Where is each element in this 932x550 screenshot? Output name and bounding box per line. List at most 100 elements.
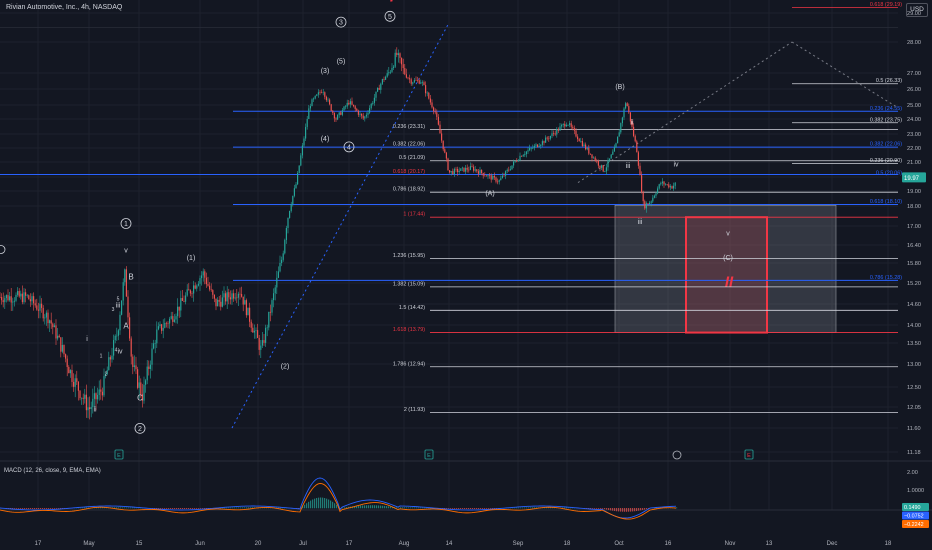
macd-histogram-bar — [464, 508, 466, 509]
wave-label: A — [123, 322, 129, 331]
macd-histogram-bar — [354, 506, 356, 509]
candle — [234, 297, 236, 299]
candle — [465, 167, 467, 172]
wave-label: v — [726, 231, 730, 238]
candle — [477, 171, 479, 174]
candle — [23, 292, 25, 303]
candle — [666, 184, 668, 186]
macd-histogram-bar — [26, 508, 28, 509]
candle — [506, 169, 508, 172]
candle — [525, 151, 527, 155]
candle — [196, 285, 198, 289]
candle — [343, 106, 345, 111]
candle — [33, 296, 35, 304]
candle — [394, 52, 396, 67]
macd-histogram-bar — [112, 507, 114, 509]
candle — [1, 297, 3, 301]
wave-label: (B) — [615, 84, 624, 91]
macd-histogram-bar — [62, 508, 64, 509]
macd-histogram-bar — [58, 508, 60, 509]
candle — [391, 67, 393, 72]
macd-histogram-bar — [160, 508, 162, 509]
macd-histogram-bar — [636, 508, 638, 511]
x-tick-label: Jul — [299, 541, 307, 547]
macd-histogram-bar — [524, 507, 526, 509]
currency-button[interactable]: USD — [906, 3, 928, 17]
macd-histogram-bar — [368, 505, 370, 509]
candle — [298, 165, 300, 174]
macd-histogram-bar — [162, 508, 164, 509]
candle — [282, 253, 284, 260]
candle — [442, 140, 444, 150]
candle — [481, 169, 483, 174]
candle — [210, 289, 212, 291]
grid — [0, 0, 932, 511]
candle — [437, 116, 439, 125]
macd-histogram-bar — [376, 505, 378, 509]
candle — [580, 140, 582, 142]
macd-label: MACD (12, 26, close, 9, EMA, EMA) — [4, 468, 101, 474]
candle — [522, 155, 524, 157]
candle — [599, 165, 601, 168]
macd-histogram-bar — [522, 507, 524, 509]
y-tick-label: 22.00 — [907, 146, 921, 152]
y-tick-label: 15.20 — [907, 281, 921, 287]
candle — [511, 165, 513, 170]
macd-histogram-bar — [550, 507, 552, 509]
candle — [364, 116, 366, 119]
target-zone — [614, 204, 837, 333]
macd-histogram-bar — [448, 508, 450, 509]
candle — [133, 365, 135, 367]
macd-histogram-bar — [360, 505, 362, 509]
candles — [0, 47, 676, 420]
candle — [97, 394, 99, 400]
symbol-title[interactable]: Rivian Automotive, Inc., 4h, NASDAQ — [6, 4, 123, 11]
candle — [452, 171, 454, 175]
macd-histogram-bar — [482, 508, 484, 509]
candle — [519, 155, 521, 161]
macd-histogram-bar — [486, 508, 488, 509]
y-tick-label: 29.00 — [907, 11, 921, 17]
candle — [513, 161, 515, 166]
candle — [140, 382, 142, 395]
wave-circle-partial — [0, 245, 6, 254]
candle — [268, 311, 270, 328]
candle — [420, 82, 422, 84]
candle — [609, 158, 611, 161]
candle — [586, 147, 588, 150]
macd-histogram-bar — [282, 507, 284, 509]
candle — [125, 269, 127, 297]
candle — [149, 364, 151, 369]
candle — [84, 394, 86, 399]
candle — [226, 292, 228, 302]
candle — [517, 160, 519, 162]
candle — [127, 296, 129, 318]
candle — [85, 394, 87, 411]
candle — [66, 358, 68, 367]
y-tick-label: 16.40 — [907, 243, 921, 249]
macd-histogram-bar — [370, 505, 372, 509]
candle — [428, 92, 430, 99]
macd-histogram-bar — [614, 508, 616, 511]
candle — [540, 144, 542, 147]
signal-line — [0, 483, 677, 520]
macd-line — [0, 477, 677, 519]
candle — [201, 275, 203, 279]
candle — [514, 161, 516, 162]
candle — [457, 168, 459, 173]
x-tick-label: 14 — [446, 541, 453, 547]
candle — [313, 98, 315, 100]
macd-histogram-bar — [548, 507, 550, 509]
fib-label: 1 (17.44) — [403, 212, 425, 218]
wave-label: iii — [116, 303, 121, 310]
macd-histogram-bar — [470, 508, 472, 509]
candle — [137, 369, 139, 388]
candle — [47, 312, 49, 324]
wave-label: (A) — [485, 191, 494, 198]
macd-histogram-bar — [380, 505, 382, 509]
macd-histogram-bar — [480, 508, 482, 509]
candle — [535, 144, 537, 146]
candle — [671, 186, 673, 189]
trend-line-blue — [231, 24, 449, 429]
